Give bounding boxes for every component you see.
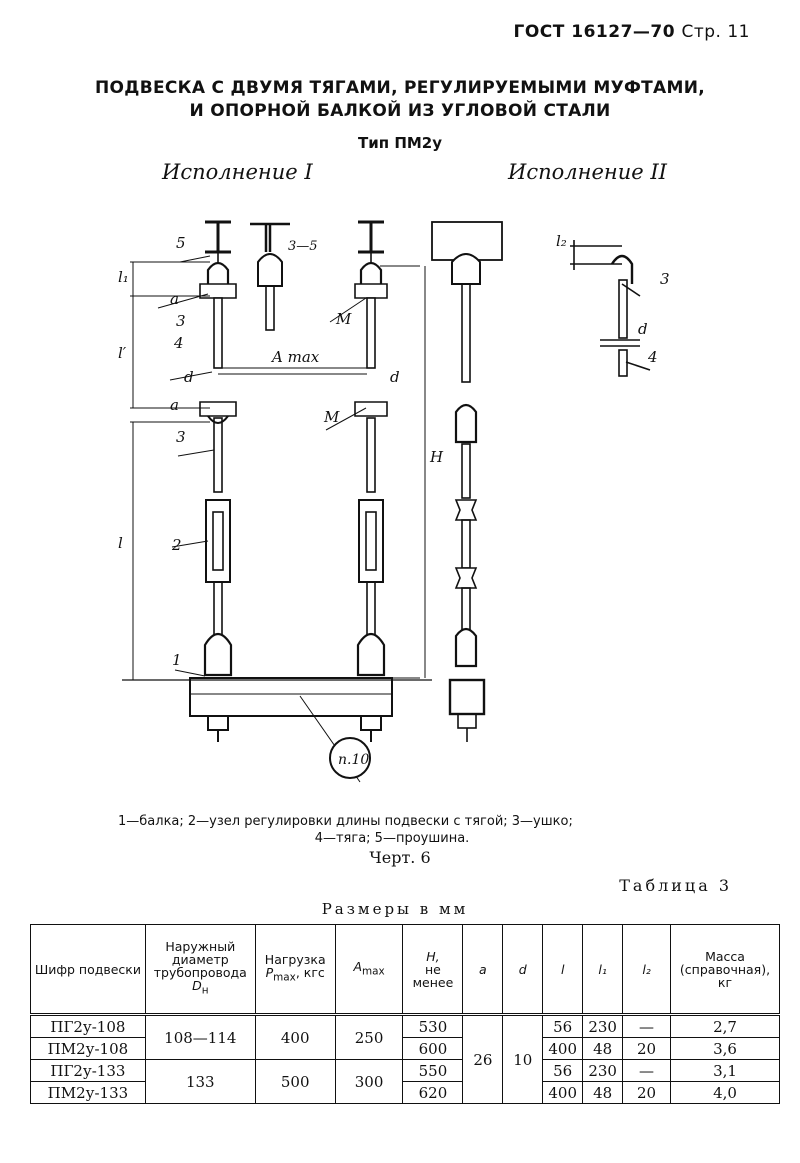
cell-l2: — [622, 1059, 671, 1082]
label-lprime: l′ [118, 344, 127, 362]
page-number: Стр. 11 [681, 22, 750, 42]
header-amax: Amax [334, 924, 404, 1015]
cell-l2: 20 [622, 1037, 671, 1060]
cell-H: 530 [402, 1013, 464, 1038]
label-d2: d [390, 368, 400, 386]
rod-right [354, 220, 388, 677]
header-dn: Наружный диаметр трубопровода Dн [144, 924, 256, 1015]
cell-l: 56 [542, 1059, 584, 1082]
header-a: a [462, 924, 504, 1015]
table-row: ПМ2у-133 620 400 48 20 4,0 [30, 1081, 781, 1104]
label-3-5: 3—5 [288, 239, 318, 254]
page-header: ГОСТ 16127—70 Стр. 11 [513, 22, 750, 42]
cell-load: 400 [254, 1013, 336, 1060]
dimensions-table: Шифр подвески Наружный диаметр трубопров… [30, 924, 781, 1104]
cell-mass: 3,6 [669, 1037, 781, 1060]
cell-load: 500 [254, 1059, 336, 1104]
rod-left [199, 220, 237, 677]
label-4b: 4 [647, 348, 658, 366]
cell-mass: 2,7 [669, 1013, 781, 1038]
cell-H: 620 [402, 1081, 464, 1104]
label-5: 5 [176, 234, 186, 252]
cell-a: 26 [462, 1013, 504, 1104]
technical-drawing: 5 l₁ a 3 4 l′ A max d d a 3 M M l 2 H 1 … [118, 220, 670, 783]
header-l2: l₂ [622, 924, 671, 1015]
cell-H: 600 [402, 1037, 464, 1060]
label-l1: l₁ [118, 268, 129, 286]
label-a2: a [170, 396, 179, 414]
cell-l1: 48 [582, 1081, 624, 1104]
label-l: l [118, 534, 123, 552]
header-load: Нагрузка Pmax, кгс [254, 924, 336, 1015]
cell-shifr: ПГ2у-108 [30, 1013, 146, 1038]
cell-mass: 3,1 [669, 1059, 781, 1082]
header-shifr: Шифр подвески [30, 924, 146, 1015]
table-units: Размеры в мм [321, 900, 469, 918]
cell-l2: — [622, 1013, 671, 1038]
label-m1: M [335, 310, 352, 328]
header-mass: Масса (справочная), кг [669, 924, 781, 1015]
title-line-1: ПОДВЕСКА С ДВУМЯ ТЯГАМИ, РЕГУЛИРУЕМЫМИ М… [94, 78, 706, 98]
cell-shifr: ПМ2у-133 [30, 1081, 146, 1104]
legend-line-1: 1—балка; 2—узел регулировки длины подвес… [118, 814, 573, 829]
cell-d: 10 [502, 1013, 544, 1104]
version-2-detail [570, 240, 651, 377]
title-line-2: И ОПОРНОЙ БАЛКОЙ ИЗ УГЛОВОЙ СТАЛИ [189, 101, 611, 121]
header-H: H, не менее [402, 924, 464, 1015]
cell-dn: 133 [144, 1059, 256, 1104]
label-amax: A max [270, 348, 320, 366]
label-H: H [429, 448, 444, 466]
legend: 1—балка; 2—узел регулировки длины подвес… [118, 813, 666, 847]
legend-line-2: 4—тяга; 5—проушина. [314, 831, 470, 846]
cell-l: 400 [542, 1081, 584, 1104]
support-beam [189, 677, 393, 742]
cell-l1: 230 [582, 1059, 624, 1082]
label-ref: п.10 [338, 752, 369, 768]
cell-H: 550 [402, 1059, 464, 1082]
header-l1: l₁ [582, 924, 624, 1015]
header-d: d [502, 924, 544, 1015]
label-4a: 4 [173, 334, 184, 352]
version-2-label: Исполнение II [508, 160, 667, 184]
cell-l2: 20 [622, 1081, 671, 1104]
label-l2: l₂ [556, 232, 567, 250]
version-2-rod [431, 221, 503, 742]
table-row: ПМ2у-108 600 400 48 20 3,6 [30, 1037, 781, 1060]
label-1: 1 [172, 651, 182, 669]
cell-shifr: ПГ2у-133 [30, 1059, 146, 1082]
table-row: ПГ2у-133 133 500 300 550 56 230 — 3,1 [30, 1059, 781, 1104]
cell-dn: 108—114 [144, 1013, 256, 1060]
table-row: ПГ2у-108 108—114 400 250 530 26 10 56 23… [30, 1013, 781, 1104]
figure-caption: Черт. 6 [369, 848, 431, 867]
gost-number: ГОСТ 16127—70 [513, 22, 676, 42]
version-1-label: Исполнение I [162, 160, 313, 184]
cell-l1: 230 [582, 1013, 624, 1038]
label-3c: 3 [660, 270, 670, 288]
table-header-row: Шифр подвески Наружный диаметр трубопров… [30, 924, 781, 1015]
label-m2: M [323, 408, 340, 426]
cell-amax: 300 [334, 1059, 404, 1104]
eye-detail [250, 222, 290, 331]
cell-l1: 48 [582, 1037, 624, 1060]
label-3a: 3 [176, 312, 186, 330]
cell-mass: 4,0 [669, 1081, 781, 1104]
label-a1: a [170, 290, 179, 308]
cell-amax: 250 [334, 1013, 404, 1060]
label-3b: 3 [176, 428, 186, 446]
cell-l: 400 [542, 1037, 584, 1060]
cell-l: 56 [542, 1013, 584, 1038]
label-d3: d [638, 320, 648, 338]
type-label: Тип ПМ2у [357, 134, 443, 152]
label-2: 2 [171, 536, 182, 554]
header-l: l [542, 924, 584, 1015]
label-d1: d [184, 368, 194, 386]
reference-circle [329, 737, 371, 779]
dimension-lines [130, 255, 426, 783]
cell-shifr: ПМ2у-108 [30, 1037, 146, 1060]
table-caption: Таблица 3 [619, 876, 732, 895]
